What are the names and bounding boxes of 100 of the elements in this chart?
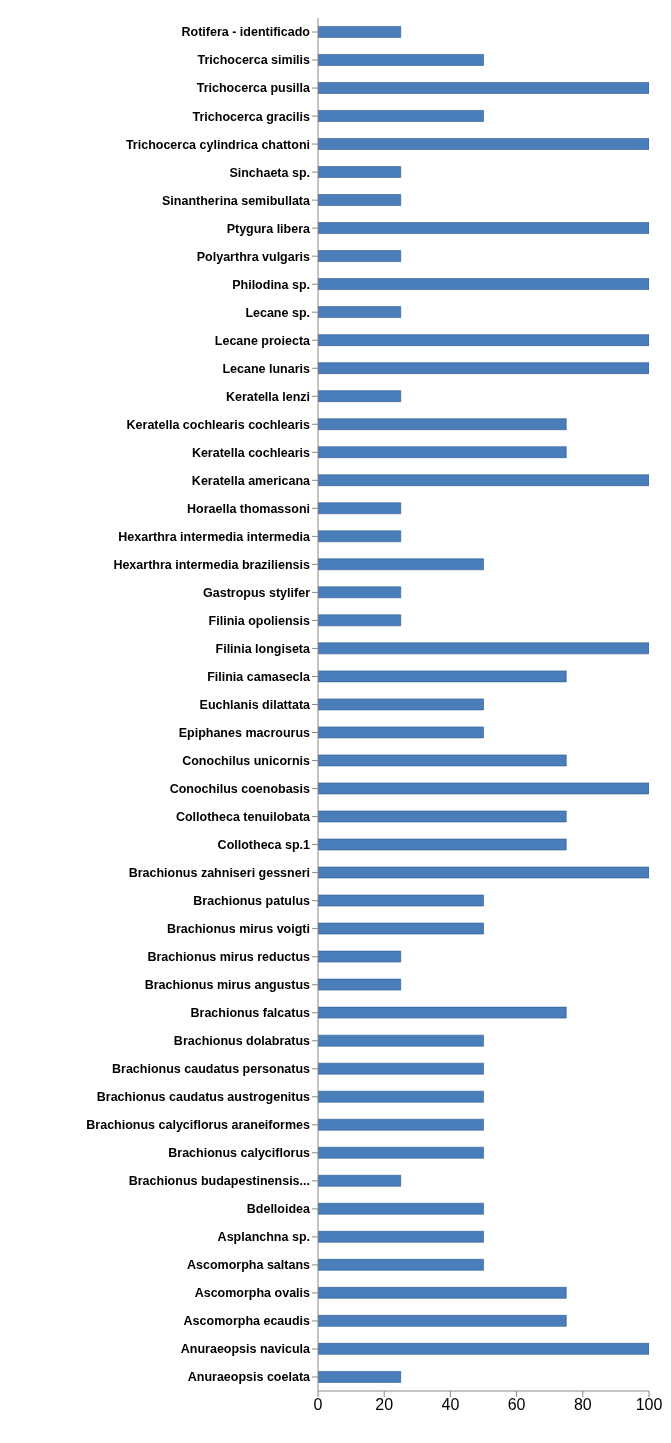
y-tick-label: Lecane sp. <box>245 305 310 320</box>
bar <box>318 670 567 683</box>
bar <box>318 866 649 879</box>
bar <box>318 614 402 627</box>
bar <box>318 138 649 150</box>
bar <box>318 1006 567 1019</box>
bar <box>318 82 649 94</box>
y-tick-label: Trichocerca cylindrica chattoni <box>125 137 310 152</box>
bar <box>318 26 402 38</box>
bar <box>318 194 402 206</box>
bar <box>318 306 402 318</box>
y-tick-label: Brachionus calyciflorus <box>168 1146 311 1161</box>
bar <box>318 726 484 739</box>
bar <box>318 110 484 122</box>
bar <box>318 894 484 907</box>
y-tick-label: Brachionus falcatus <box>190 1006 311 1021</box>
bar <box>318 1118 484 1131</box>
bar <box>318 54 484 66</box>
y-tick-label: Horaella thomassoni <box>187 501 310 516</box>
bar <box>318 1146 484 1159</box>
bar <box>318 1287 567 1299</box>
y-tick-label: Brachionus caudatus austrogenitus <box>96 1090 311 1105</box>
bar <box>318 698 484 711</box>
y-tick-label: Filinia camasecla <box>207 669 312 684</box>
y-tick-label: Sinchaeta sp. <box>229 165 310 180</box>
y-tick-label: Brachionus mirus voigti <box>166 922 310 937</box>
y-tick-label: Ascomorpha saltans <box>187 1258 311 1273</box>
x-tick-label: 60 <box>507 1396 526 1414</box>
y-tick-label: Epiphanes macrourus <box>178 725 311 740</box>
y-tick-label: Trichocerca pusilla <box>196 81 312 96</box>
y-tick-label: Collotheca sp.1 <box>217 838 311 853</box>
bar <box>318 1062 484 1075</box>
bar <box>318 586 402 599</box>
bar <box>318 1202 484 1215</box>
y-tick-label: Rotifera - identificado <box>181 25 311 40</box>
y-tick-label: Gastropus stylifer <box>203 585 311 600</box>
bar <box>318 1090 484 1103</box>
bar <box>318 838 567 851</box>
y-tick-label: Keratella cochlearis <box>191 445 311 460</box>
y-tick-label: Brachionus mirus reductus <box>147 950 311 965</box>
x-tick-label: 20 <box>375 1396 394 1414</box>
bar <box>318 1371 402 1383</box>
bar <box>318 1034 484 1047</box>
y-tick-label: Ptygura libera <box>226 221 312 236</box>
bar <box>318 1174 402 1187</box>
y-tick-label: Lecane proiecta <box>214 333 312 348</box>
y-tick-label: Ascomorpha ovalis <box>194 1286 311 1301</box>
y-tick-label: Lecane lunaris <box>222 361 311 376</box>
bar <box>318 642 649 655</box>
y-tick-label: Brachionus zahniseri gessneri <box>128 866 310 881</box>
y-tick-label: Keratella americana <box>191 473 312 488</box>
y-tick-label: Brachionus patulus <box>193 894 311 909</box>
bar <box>318 446 567 459</box>
bar <box>318 978 402 991</box>
y-tick-label: Philodina sp. <box>232 277 310 292</box>
bar <box>318 754 567 767</box>
bar <box>318 334 649 346</box>
y-tick-label: Brachionus mirus angustus <box>144 978 311 993</box>
y-tick-label: Collotheca tenuilobata <box>175 810 312 825</box>
bar <box>318 250 402 262</box>
y-tick-label: Euchlanis dilattata <box>199 697 312 712</box>
bar <box>318 1259 484 1271</box>
y-tick-label: Ascomorpha ecaudis <box>183 1314 311 1329</box>
y-tick-label: Keratella cochlearis cochlearis <box>126 417 311 432</box>
y-tick-label: Brachionus caudatus personatus <box>112 1062 311 1077</box>
y-tick-label: Filinia opoliensis <box>208 613 311 628</box>
bar <box>318 390 402 402</box>
y-tick-label: Trichocerca similis <box>197 53 311 68</box>
y-tick-label: Filinia longiseta <box>215 641 312 656</box>
y-tick-label: Brachionus dolabratus <box>173 1034 311 1049</box>
bar <box>318 1315 567 1327</box>
x-tick-label: 100 <box>635 1396 663 1414</box>
bar <box>318 558 484 571</box>
y-tick-label: Brachionus budapestinensis... <box>128 1174 310 1189</box>
y-tick-label: Sinantherina semibullata <box>162 193 312 208</box>
y-tick-label: Anuraeopsis coelata <box>187 1370 312 1385</box>
bar <box>318 1343 649 1355</box>
bar <box>318 1230 484 1243</box>
x-tick-label: 40 <box>441 1396 460 1414</box>
y-tick-label: Polyarthra vulgaris <box>196 249 311 264</box>
y-tick-label: Bdelloidea <box>246 1202 312 1217</box>
bar <box>318 950 402 963</box>
y-tick-label: Keratella lenzi <box>225 389 310 404</box>
bar <box>318 474 649 487</box>
bar <box>318 530 402 543</box>
y-tick-label: Conochilus unicornis <box>182 753 311 768</box>
bar <box>318 502 402 515</box>
y-tick-label: Conochilus coenobasis <box>169 782 311 796</box>
bar <box>318 362 649 374</box>
y-tick-label: Hexarthra intermedia intermedia <box>118 529 312 544</box>
y-tick-label: Anuraeopsis navicula <box>180 1342 312 1357</box>
bar <box>318 278 649 290</box>
y-tick-label: Asplanchna sp. <box>217 1230 310 1245</box>
x-tick-label: 80 <box>573 1396 592 1414</box>
bar <box>318 922 484 935</box>
y-tick-label: Trichocerca gracilis <box>192 109 311 124</box>
bar <box>318 222 649 234</box>
bar <box>318 810 567 823</box>
bar <box>318 782 649 795</box>
x-tick-label: 0 <box>313 1396 323 1414</box>
